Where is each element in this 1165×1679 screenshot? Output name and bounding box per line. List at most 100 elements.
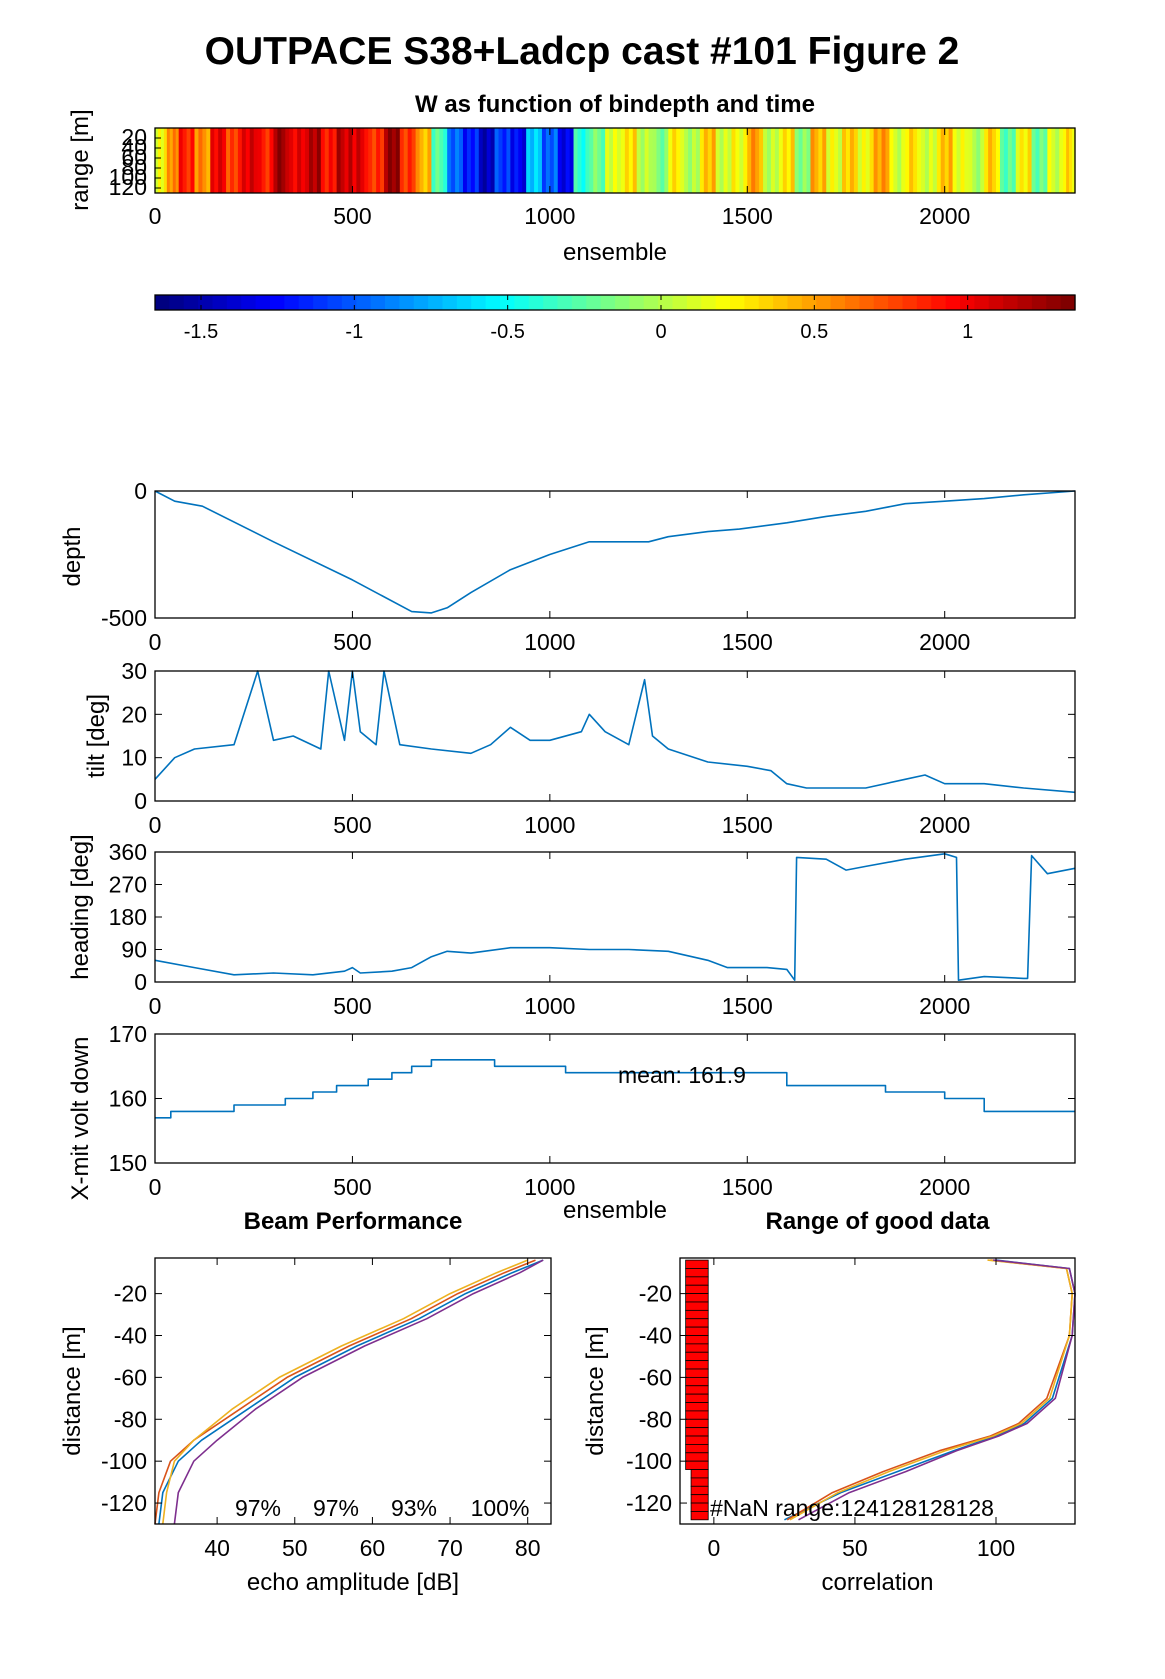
w-cell-25-1 bbox=[545, 128, 551, 193]
beam-panel-ytick-label-0: -120 bbox=[101, 1490, 147, 1516]
w-cell-21-1 bbox=[482, 128, 488, 193]
w-cell-26-3 bbox=[569, 128, 575, 193]
heading-panel-xtick-label-0: 0 bbox=[149, 993, 162, 1019]
w-cell-34-2 bbox=[691, 128, 697, 193]
volt-panel-xtick-label-1: 500 bbox=[333, 1174, 371, 1200]
w-cell-5-0 bbox=[226, 128, 231, 193]
w-cell-38-3 bbox=[759, 128, 764, 193]
w-cell-53-0 bbox=[984, 128, 989, 193]
w-cell-28-3 bbox=[601, 128, 606, 193]
w-cell-18-0 bbox=[431, 128, 436, 193]
w-cell-44-2 bbox=[849, 128, 855, 193]
w-cell-32-1 bbox=[656, 128, 662, 193]
range-panel-nan-bar-25 bbox=[690, 1469, 709, 1479]
depth-panel-xtick-label-0: 0 bbox=[149, 629, 162, 655]
w-panel-xtick-label-3: 1500 bbox=[722, 203, 773, 229]
w-cell-50-1 bbox=[940, 128, 946, 193]
w-cell-39-3 bbox=[774, 128, 780, 193]
range-panel-annotation: #NaN range:124128128128 bbox=[710, 1495, 994, 1521]
w-cell-39-2 bbox=[770, 128, 776, 193]
w-cell-10-0 bbox=[305, 128, 310, 193]
w-cell-24-0 bbox=[526, 128, 531, 193]
colorbar-cell-62 bbox=[1046, 295, 1062, 310]
w-cell-26-0 bbox=[557, 128, 563, 193]
range-panel-xtick-label-1: 50 bbox=[842, 1535, 868, 1561]
w-cell-29-3 bbox=[616, 128, 622, 193]
colorbar-cell-32 bbox=[615, 295, 630, 310]
colorbar-cell-16 bbox=[385, 295, 400, 310]
colorbar-cell-48 bbox=[845, 295, 860, 310]
w-cell-16-3 bbox=[411, 128, 417, 193]
range-panel-ytick-label-5: -20 bbox=[639, 1281, 672, 1307]
w-panel-xtick-label-0: 0 bbox=[149, 203, 162, 229]
w-cell-36-2 bbox=[723, 128, 729, 193]
range-panel-ytick-label-0: -120 bbox=[626, 1490, 672, 1516]
w-cell-11-3 bbox=[332, 128, 338, 193]
colorbar-cell-31 bbox=[600, 295, 616, 310]
colorbar-cell-19 bbox=[428, 295, 444, 310]
w-cell-17-2 bbox=[423, 128, 429, 193]
beam-panel-series-line-3 bbox=[173, 1259, 544, 1525]
w-cell-15-1 bbox=[387, 128, 393, 193]
w-cell-2-3 bbox=[190, 128, 196, 193]
colorbar-cell-58 bbox=[988, 295, 1004, 310]
w-cell-53-1 bbox=[988, 128, 993, 193]
w-cell-27-3 bbox=[585, 128, 590, 193]
w-cell-21-3 bbox=[490, 128, 496, 193]
w-cell-18-1 bbox=[435, 128, 440, 193]
colorbar-cell-61 bbox=[1031, 295, 1047, 310]
w-cell-24-2 bbox=[534, 128, 539, 193]
colorbar-cell-36 bbox=[672, 295, 688, 310]
w-cell-50-3 bbox=[948, 128, 954, 193]
beam-panel: Beam Performance 40 50 60 70 80 -120 -100 -80 -60… bbox=[59, 1208, 552, 1596]
colorbar-cell-10 bbox=[298, 295, 314, 310]
w-cell-13-2 bbox=[360, 128, 365, 193]
beam-panel-ytick-label-2: -80 bbox=[114, 1406, 147, 1432]
colorbar-box bbox=[154, 294, 1076, 311]
w-cell-45-3 bbox=[869, 128, 875, 193]
w-cell-57-0 bbox=[1047, 128, 1052, 193]
colorbar-cell-41 bbox=[744, 295, 760, 310]
tilt-panel-xtick-label-3: 1500 bbox=[722, 812, 773, 838]
range-panel-xtick-label-0: 0 bbox=[707, 1535, 720, 1561]
w-cell-20-3 bbox=[474, 128, 480, 193]
w-cell-47-1 bbox=[893, 128, 898, 193]
w-cell-31-1 bbox=[640, 128, 646, 193]
w-cell-35-2 bbox=[707, 128, 713, 193]
w-cell-19-1 bbox=[451, 128, 456, 193]
beam-panel-xtick-label-2: 60 bbox=[360, 1535, 386, 1561]
colorbar-tick-label-5: 1 bbox=[962, 321, 973, 343]
w-cell-33-1 bbox=[672, 128, 677, 193]
range-panel-nan-bar-28 bbox=[690, 1494, 709, 1504]
colorbar-cell-6 bbox=[241, 295, 257, 310]
depth-panel-axes-box bbox=[154, 490, 1076, 619]
w-cell-28-0 bbox=[589, 128, 594, 193]
w-cell-8-2 bbox=[281, 128, 286, 193]
w-cell-42-3 bbox=[822, 128, 827, 193]
w-cell-51-0 bbox=[952, 128, 958, 193]
heading-panel-axes-box bbox=[154, 851, 1076, 983]
colorbar-cell-53 bbox=[916, 295, 932, 310]
colorbar-cell-29 bbox=[571, 295, 587, 310]
colorbar-cell-3 bbox=[198, 295, 214, 310]
w-cell-2-1 bbox=[182, 128, 188, 193]
w-cell-18-2 bbox=[439, 128, 444, 193]
heading-panel-xtick-label-4: 2000 bbox=[919, 993, 970, 1019]
range-panel-series-line-0 bbox=[784, 1259, 1076, 1521]
w-cell-47-3 bbox=[901, 128, 906, 193]
beam-panel-xtick-label-0: 40 bbox=[204, 1535, 230, 1561]
depth-panel-xtick-label-2: 1000 bbox=[524, 629, 575, 655]
w-panel-title: W as function of bindepth and time bbox=[415, 91, 815, 118]
colorbar-cell-51 bbox=[888, 295, 904, 310]
colorbar-cell-60 bbox=[1017, 295, 1033, 310]
w-cell-30-3 bbox=[632, 128, 638, 193]
w-cell-9-3 bbox=[301, 128, 306, 193]
w-cell-42-1 bbox=[814, 128, 819, 193]
range-panel-nan-bar-0 bbox=[685, 1259, 709, 1269]
tilt-panel-xtick-label-0: 0 bbox=[149, 812, 162, 838]
w-cell-41-2 bbox=[802, 128, 808, 193]
w-cell-19-0 bbox=[447, 128, 452, 193]
w-cell-45-0 bbox=[857, 128, 863, 193]
w-cell-52-0 bbox=[968, 128, 973, 193]
